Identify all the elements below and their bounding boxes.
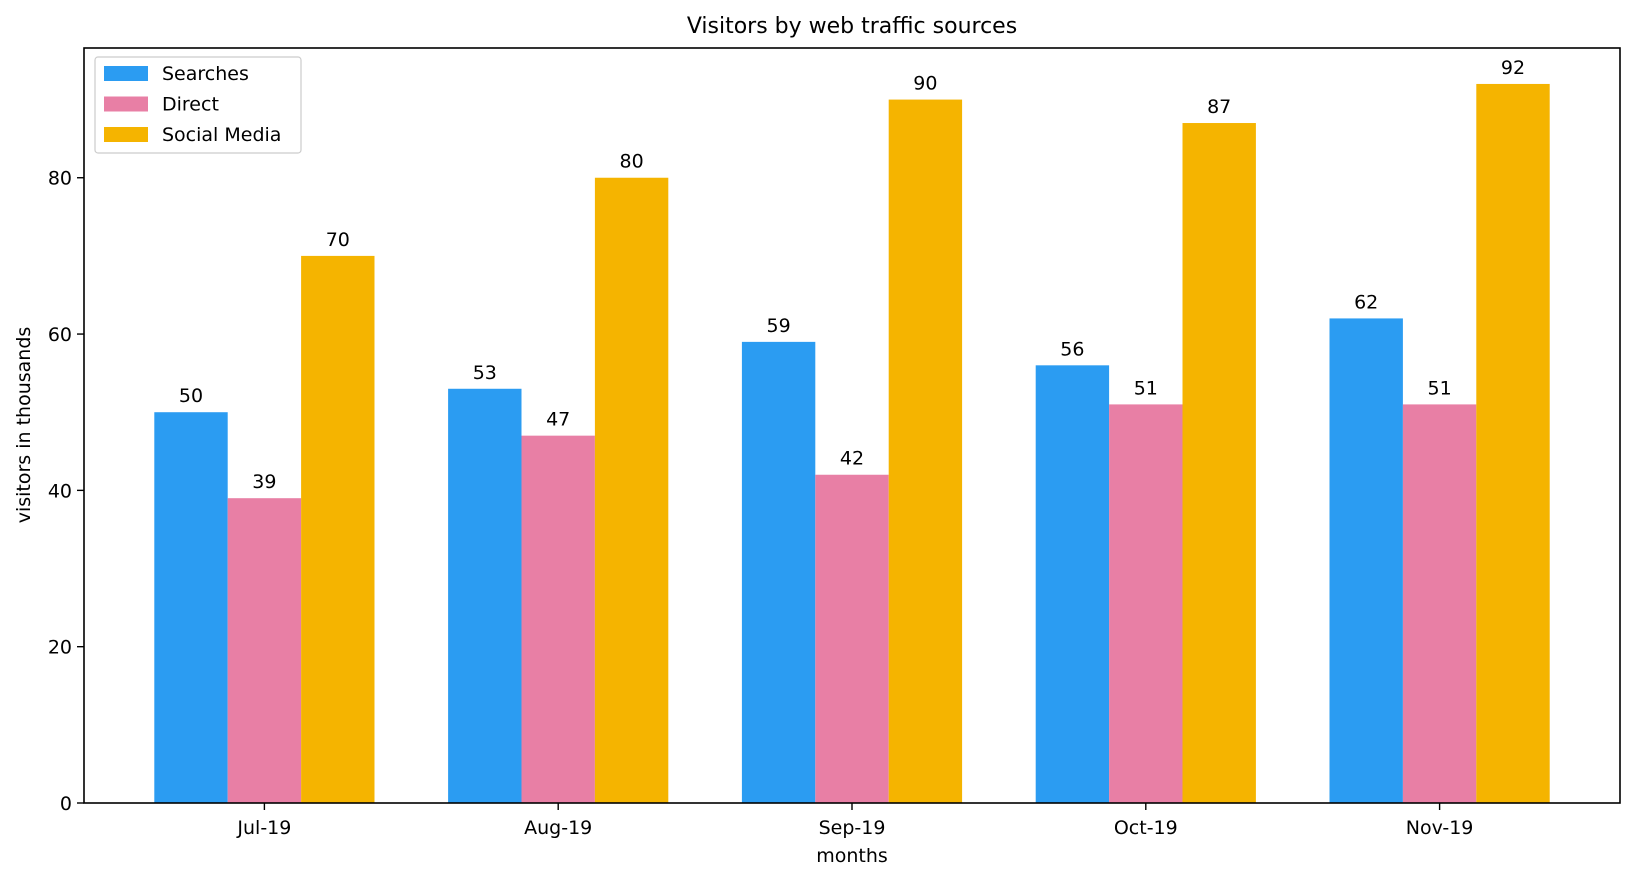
legend-label: Social Media xyxy=(162,124,281,146)
bar xyxy=(815,474,889,803)
data-label: 87 xyxy=(1207,96,1231,118)
legend-swatch xyxy=(104,66,148,81)
y-tick-label: 40 xyxy=(48,480,72,502)
x-tick-label: Jul-19 xyxy=(236,817,291,839)
bars-layer xyxy=(154,83,1550,804)
legend-label: Searches xyxy=(162,63,249,85)
data-label: 92 xyxy=(1501,57,1525,79)
data-label: 51 xyxy=(1428,377,1452,399)
data-label: 51 xyxy=(1134,377,1158,399)
bar xyxy=(1329,318,1403,803)
data-label: 42 xyxy=(840,448,864,470)
y-tick-label: 80 xyxy=(48,168,72,190)
data-label: 39 xyxy=(252,471,276,493)
legend-items: Searches Direct Social Media xyxy=(104,63,281,146)
bar xyxy=(227,498,302,803)
y-axis-label: visitors in thousands xyxy=(13,327,35,524)
data-label: 70 xyxy=(326,229,350,251)
data-label: 56 xyxy=(1060,338,1084,360)
x-tick-label: Oct-19 xyxy=(1114,817,1178,839)
bar xyxy=(888,99,963,803)
y-axis: 0 20 40 60 80 xyxy=(48,168,84,815)
y-tick-label: 0 xyxy=(60,793,72,815)
data-label: 62 xyxy=(1354,291,1378,313)
legend: Searches Direct Social Media xyxy=(94,56,302,154)
x-axis-label: months xyxy=(816,845,888,867)
y-tick-label: 20 xyxy=(48,637,72,659)
legend-swatch xyxy=(104,96,148,112)
bar xyxy=(741,341,816,803)
bar xyxy=(301,255,375,803)
x-tick-label: Aug-19 xyxy=(524,817,592,839)
data-label: 90 xyxy=(913,73,937,95)
bar xyxy=(1476,83,1550,803)
x-tick-label: Nov-19 xyxy=(1406,817,1474,839)
bar xyxy=(154,412,228,803)
bar xyxy=(521,435,595,803)
legend-label: Direct xyxy=(162,94,219,116)
y-tick-label: 60 xyxy=(48,324,72,346)
bar xyxy=(1182,123,1256,803)
legend-swatch xyxy=(104,127,148,142)
bar xyxy=(1402,404,1477,803)
bar xyxy=(1035,365,1110,803)
data-label: 53 xyxy=(473,362,497,384)
data-label: 50 xyxy=(179,385,203,407)
data-label: 59 xyxy=(767,315,791,337)
data-label: 80 xyxy=(620,151,644,173)
chart-title: Visitors by web traffic sources xyxy=(687,14,1017,39)
bar xyxy=(594,177,669,804)
data-labels-layer: 50 53 59 56 62 39 47 42 51 51 70 80 90 87 92 xyxy=(179,57,1525,493)
x-tick-label: Sep-19 xyxy=(819,817,886,839)
x-axis: Jul-19 Aug-19 Sep-19 Oct-19 Nov-19 xyxy=(236,803,1473,839)
bar xyxy=(448,388,522,803)
data-label: 47 xyxy=(546,409,570,431)
bar xyxy=(1109,404,1183,803)
